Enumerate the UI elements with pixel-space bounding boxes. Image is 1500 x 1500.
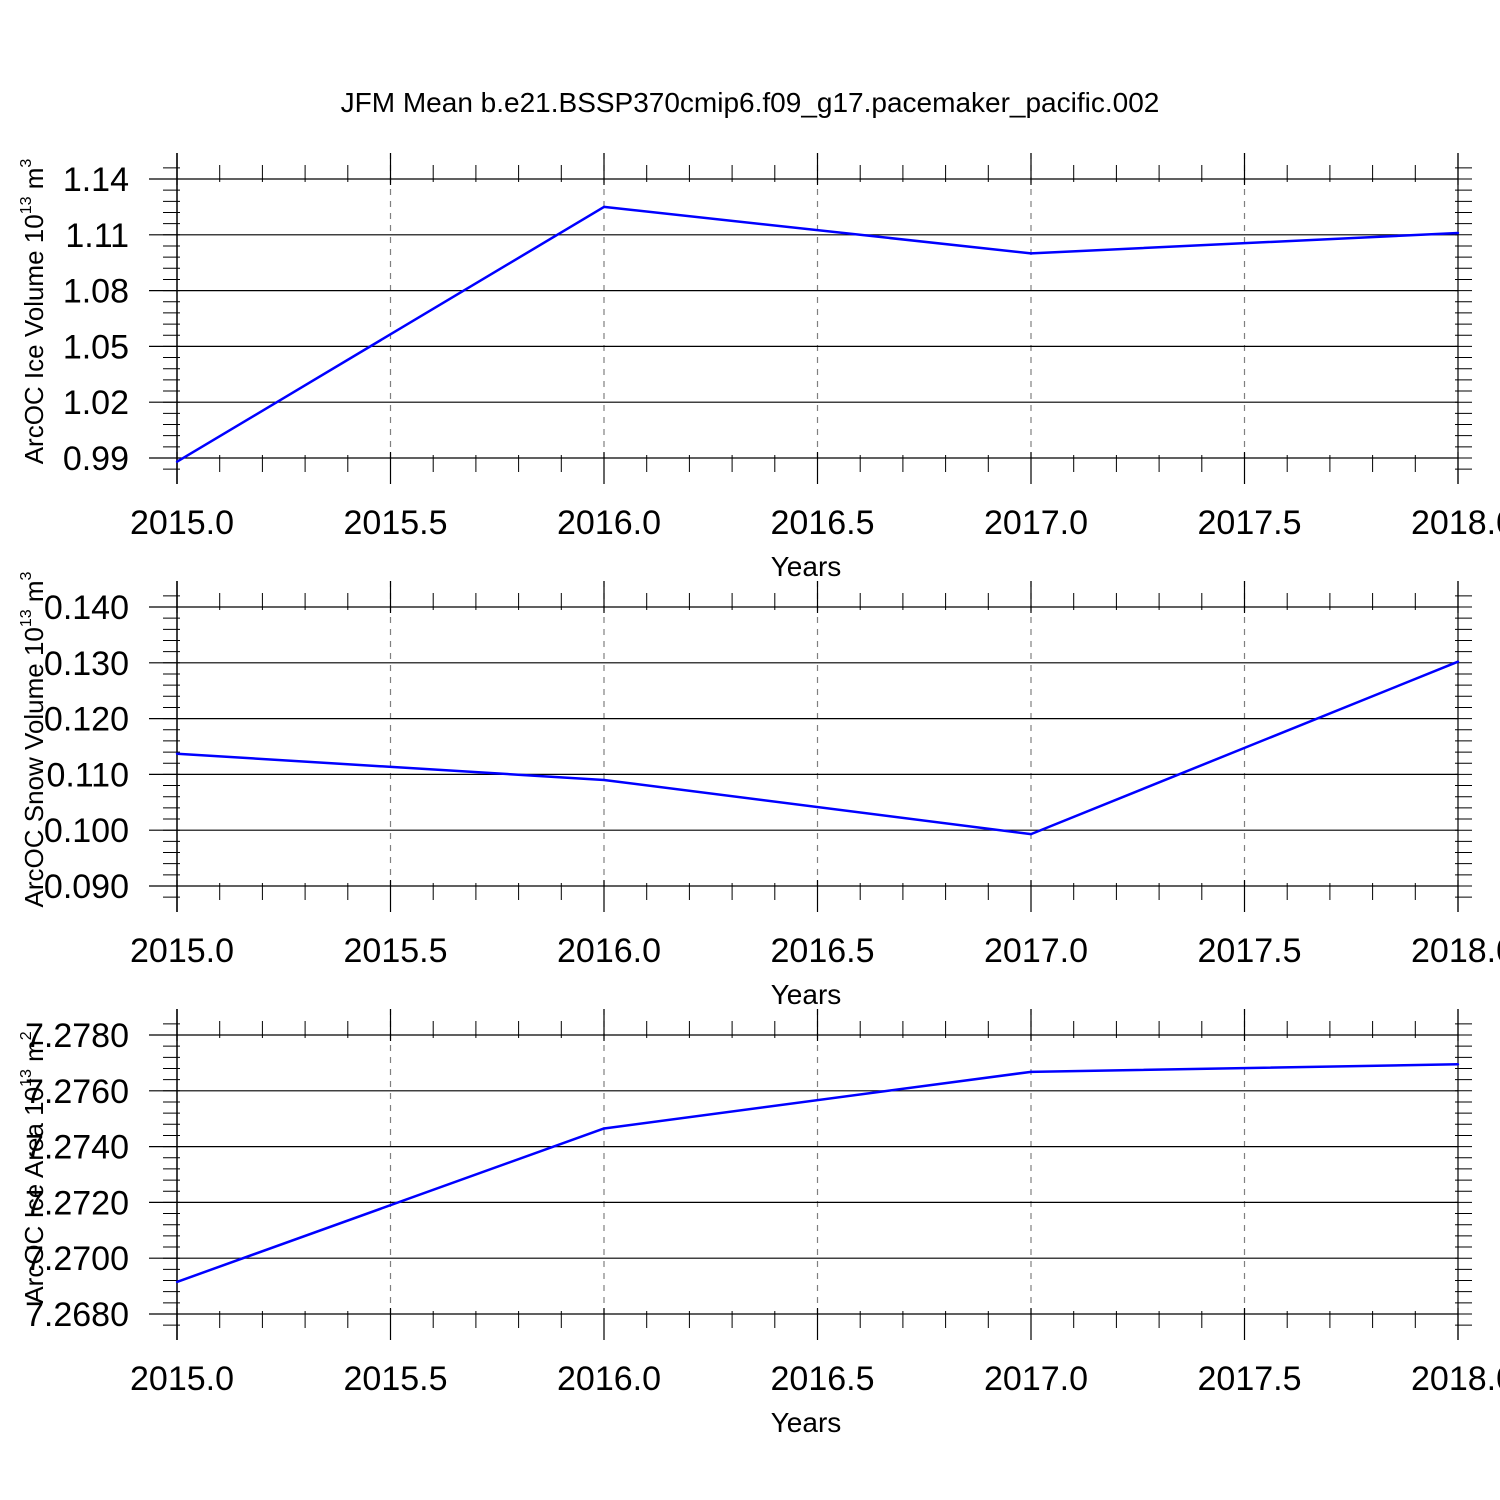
data-point <box>1029 1070 1033 1074</box>
x-tick-label: 2016.0 <box>557 504 661 542</box>
y-axis-label: ArcOC Snow Volume 1013 m3 <box>18 571 49 907</box>
data-point <box>602 205 606 209</box>
x-tick-label: 2016.0 <box>557 1360 661 1398</box>
x-axis-label: Years <box>771 979 842 1010</box>
chart-panel-3: 7.2680 7.2700 7.2720 7.2740 7.2760 7.2780 2015… <box>18 1009 1500 1438</box>
y-tick-label: 7.2780 <box>25 1017 129 1055</box>
x-tick-label: 2015.0 <box>130 504 234 542</box>
y-tick-label: 1.14 <box>63 161 129 199</box>
y-tick-label: 7.2740 <box>25 1129 129 1167</box>
chart-panel-2: 0.090 0.100 0.110 0.120 0.130 0.140 2015.0 2015… <box>18 571 1500 1010</box>
data-point <box>1029 252 1033 255</box>
series-line <box>176 660 1459 836</box>
data-point <box>1456 231 1460 235</box>
y-tick-label: 1.08 <box>63 273 129 311</box>
y-tick-label: 0.99 <box>63 440 129 478</box>
x-tick-label: 2017.0 <box>984 932 1088 970</box>
x-tick-label: 2018.0 <box>1411 932 1500 970</box>
x-tick-label: 2017.0 <box>984 1360 1088 1398</box>
x-axis-label: Years <box>771 1407 842 1438</box>
x-tick-label: 2018.0 <box>1411 504 1500 542</box>
x-tick-label: 2016.5 <box>771 932 875 970</box>
x-tick-label: 2017.5 <box>1198 1360 1302 1398</box>
data-point <box>1456 660 1460 663</box>
x-tick-label: 2018.0 <box>1411 1360 1500 1398</box>
x-tick-label: 2015.0 <box>130 932 234 970</box>
x-tick-label: 2017.5 <box>1198 932 1302 970</box>
data-point <box>175 460 179 463</box>
data-point <box>602 778 606 782</box>
x-tick-label: 2016.5 <box>771 1360 875 1398</box>
x-tick-label: 2015.5 <box>344 504 448 542</box>
y-axis-label: ArcOC Ice Area 1013 m2 <box>18 1031 49 1303</box>
x-tick-label: 2016.5 <box>771 504 875 542</box>
data-point <box>1029 832 1033 836</box>
x-axis-label: Years <box>771 551 842 582</box>
data-point <box>175 752 179 755</box>
y-tick-label: 0.120 <box>44 701 129 739</box>
x-tick-label: 2017.0 <box>984 504 1088 542</box>
y-tick-label: 1.11 <box>65 217 129 255</box>
series-line <box>176 1063 1459 1284</box>
data-point <box>1456 1063 1460 1066</box>
x-tick-label: 2015.5 <box>344 1360 448 1398</box>
y-tick-label: 0.140 <box>44 589 129 627</box>
x-tick-label: 2017.5 <box>1198 504 1302 542</box>
chart-panel-1: 0.99 1.02 1.05 1.08 1.11 1.14 2015.0 2015.5 2016… <box>18 153 1500 582</box>
y-tick-label: 7.2680 <box>25 1296 129 1334</box>
chart-title: JFM Mean b.e21.BSSP370cmip6.f09_g17.pace… <box>341 87 1160 118</box>
y-tick-label: 7.2700 <box>25 1240 129 1278</box>
data-point <box>175 1280 179 1284</box>
y-tick-label: 1.05 <box>63 328 129 366</box>
y-tick-label: 0.090 <box>44 868 129 906</box>
y-tick-label: 0.110 <box>46 756 129 794</box>
y-tick-label: 0.130 <box>44 645 129 683</box>
y-tick-label: 0.100 <box>44 812 129 850</box>
y-tick-label: 1.02 <box>63 384 129 422</box>
y-tick-label: 7.2720 <box>25 1184 129 1222</box>
x-tick-label: 2015.5 <box>344 932 448 970</box>
y-axis-label: ArcOC Ice Volume 1013 m3 <box>18 159 49 465</box>
y-tick-label: 7.2760 <box>25 1073 129 1111</box>
series-line <box>176 205 1459 463</box>
x-tick-label: 2016.0 <box>557 932 661 970</box>
data-point <box>602 1127 606 1130</box>
x-tick-label: 2015.0 <box>130 1360 234 1398</box>
